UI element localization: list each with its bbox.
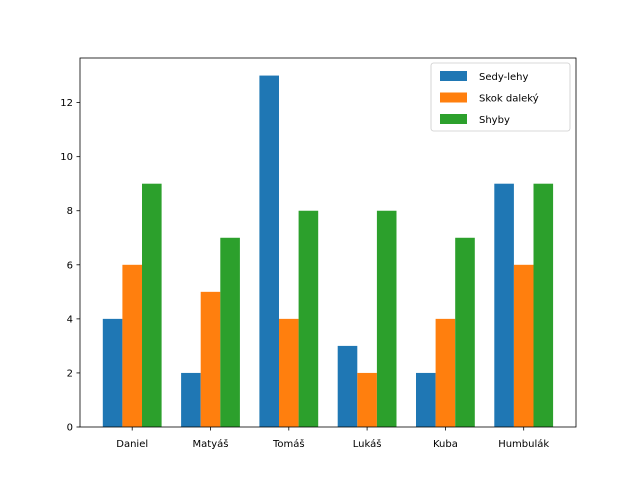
bar-series-0-category-0 (102, 318, 123, 427)
bar-series-0-category-1 (181, 372, 201, 427)
y-tick-label-0: 0 (67, 423, 73, 434)
legend-swatch-0 (440, 71, 467, 81)
plot-frame (79, 57, 577, 428)
x-tick-label-2: Tomáš (272, 438, 305, 450)
y-tick-label-5: 10 (60, 152, 73, 163)
legend-label-0: Sedy-lehy (479, 72, 528, 83)
bar-series-1-category-1 (200, 291, 221, 427)
x-tick-label-5: Humbulák (498, 438, 549, 450)
bar-series-2-category-0 (142, 183, 162, 427)
legend-swatch-1 (440, 92, 467, 103)
bar-series-0-category-4 (416, 372, 436, 427)
bar-series-2-category-1 (220, 237, 240, 427)
x-tick-label-4: Kuba (433, 439, 458, 450)
axes-layer: 0 2 4 6 8 10 12 Daniel Matyáš Tomáš Lukáš Kuba Humbu… (60, 57, 577, 450)
legend-label-1: Skok daleký (479, 93, 539, 105)
bars-layer (102, 75, 554, 427)
y-tick-label-2: 4 (67, 314, 73, 325)
legend: Sedy-lehy Skok daleký Shyby (430, 62, 571, 132)
bar-series-1-category-5 (513, 264, 534, 427)
bar-series-1-category-3 (357, 372, 377, 427)
bar-series-2-category-5 (533, 183, 554, 427)
bar-series-2-category-3 (376, 210, 397, 427)
bar-series-0-category-3 (337, 345, 358, 427)
bar-series-1-category-4 (435, 318, 456, 427)
bar-series-0-category-2 (259, 75, 279, 427)
x-tick-label-0: Daniel (116, 439, 148, 450)
legend-label-2: Shyby (479, 115, 510, 126)
bar-series-2-category-4 (455, 237, 475, 427)
bar-series-0-category-5 (494, 183, 514, 427)
legend-swatch-2 (440, 114, 467, 124)
x-tick-label-3: Lukáš (353, 438, 382, 450)
bar-series-1-category-2 (279, 318, 299, 427)
y-tick-label-1: 2 (67, 368, 73, 379)
bar-series-1-category-0 (122, 264, 142, 427)
bar-series-2-category-2 (298, 210, 319, 427)
y-tick-label-3: 6 (67, 260, 73, 271)
y-tick-label-4: 8 (67, 206, 73, 217)
x-tick-label-1: Matyáš (193, 438, 229, 450)
y-tick-label-6: 12 (60, 98, 73, 109)
